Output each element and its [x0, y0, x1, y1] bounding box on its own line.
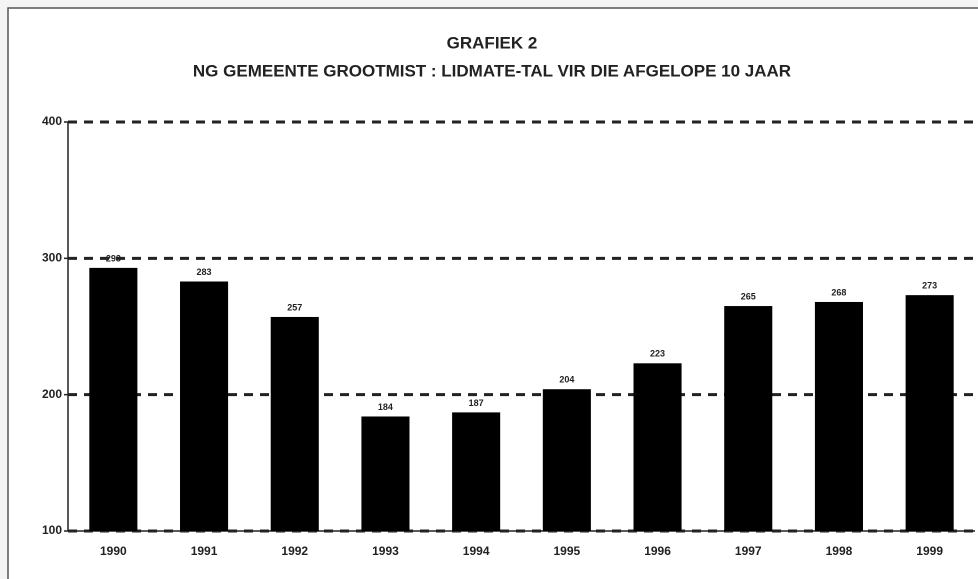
x-tick-label: 1998 — [826, 544, 853, 558]
y-tick-label: 200 — [42, 387, 62, 401]
x-tick-label: 1996 — [644, 544, 671, 558]
bar — [633, 363, 682, 531]
bar — [452, 412, 501, 531]
value-label: 257 — [287, 302, 302, 312]
x-tick-label: 1997 — [735, 544, 762, 558]
x-tick-label: 1993 — [372, 544, 399, 558]
value-label: 268 — [831, 287, 846, 297]
value-label: 283 — [197, 267, 212, 277]
y-tick-label: 400 — [42, 114, 62, 128]
bar — [814, 301, 863, 531]
value-label: 187 — [469, 398, 484, 408]
value-label: 184 — [378, 402, 393, 412]
value-label: 223 — [650, 349, 665, 359]
chart-subtitle: NG GEMEENTE GROOTMIST : LIDMATE-TAL VIR … — [193, 61, 791, 80]
x-tick-label: 1999 — [916, 544, 943, 558]
value-label: 265 — [741, 291, 756, 301]
x-tick-label: 1994 — [463, 544, 490, 558]
y-tick-label: 300 — [42, 251, 62, 265]
x-tick-label: 1995 — [553, 544, 580, 558]
value-label: 273 — [922, 281, 937, 291]
bar — [724, 306, 773, 531]
bar — [905, 295, 954, 531]
bar — [89, 267, 138, 531]
value-label: 293 — [106, 253, 121, 263]
bar — [180, 281, 229, 531]
x-tick-label: 1990 — [100, 544, 127, 558]
bar — [270, 316, 319, 531]
value-label: 204 — [559, 375, 574, 385]
x-tick-label: 1991 — [191, 544, 218, 558]
chart-title: GRAFIEK 2 — [447, 33, 538, 52]
bar — [542, 389, 591, 531]
y-tick-label: 100 — [42, 523, 62, 537]
bar — [361, 416, 410, 531]
x-tick-label: 1992 — [281, 544, 308, 558]
